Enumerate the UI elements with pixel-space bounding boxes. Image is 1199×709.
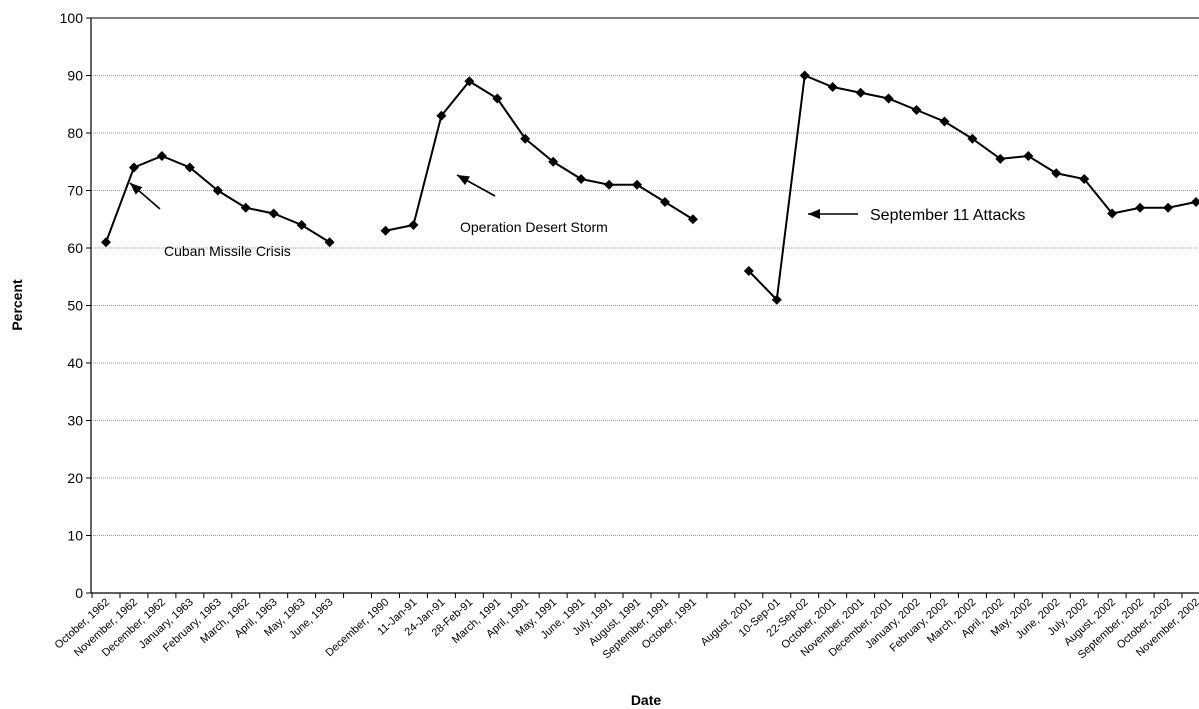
data-point [296,220,307,230]
data-point [687,214,698,225]
data-point [576,174,587,184]
data-point [212,185,223,196]
data-point [771,294,782,305]
gridlines [91,17,1199,536]
annotation-arrowhead [130,183,143,195]
y-axis: 0 10 20 30 40 50 60 70 80 90 100 [60,10,1199,601]
annotation-arrowhead [808,209,820,219]
data-point [967,133,978,144]
data-point [1163,202,1174,213]
data-point [492,93,503,104]
data-point [827,82,838,92]
series-line [385,79,694,232]
y-tick-label: 50 [67,298,83,314]
y-tick-label: 10 [67,528,83,544]
data-point [799,70,810,81]
data-point [156,151,167,161]
data-point [324,237,335,248]
data-point [268,208,279,219]
y-tick-label: 80 [67,125,83,141]
data-point [939,116,950,127]
y-tick-label: 60 [67,240,83,256]
data-point [911,105,922,115]
y-tick-label: 0 [75,585,83,601]
data-point [184,162,195,173]
annotations: Cuban Missile Crisis Operation Desert Sto… [129,174,1025,259]
data-point [855,87,866,98]
series-line [105,154,331,244]
y-tick-label: 90 [67,68,83,84]
data-point [1191,197,1199,207]
data-point [1079,174,1090,184]
data-point [1107,208,1118,219]
data-point [995,153,1006,164]
annotation-label: Operation Desert Storm [460,219,608,235]
data-point [1023,151,1034,161]
data-point [1051,168,1062,179]
data-point [1135,202,1146,213]
annotation-label: September 11 Attacks [870,207,1025,224]
data-series [101,70,1199,305]
y-tick-label: 40 [67,355,83,371]
y-axis-title: Percent [9,279,25,331]
data-point [632,179,643,190]
data-point [604,179,615,190]
data-point [240,202,251,213]
data-point [128,162,139,173]
y-tick-label: 20 [67,470,83,486]
data-point [101,237,111,248]
data-point [883,93,894,104]
y-tick-label: 30 [67,413,83,429]
series-line [748,74,1197,302]
y-tick-label: 70 [67,183,83,199]
data-point [548,156,559,167]
data-point [408,220,419,230]
annotation-arrowhead [457,175,470,186]
y-tick-label: 100 [60,10,84,26]
x-axis-title: Date [631,692,662,708]
data-point [436,110,447,121]
data-point [464,76,475,87]
data-point [380,225,391,236]
annotation-label: Cuban Missile Crisis [164,243,291,259]
data-point [743,266,754,276]
data-point [659,197,670,207]
data-point [520,133,531,144]
